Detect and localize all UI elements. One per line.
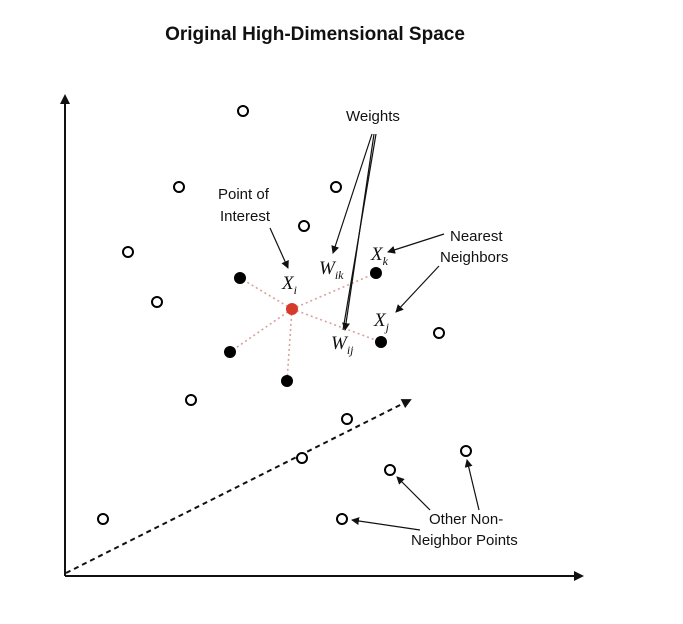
non-neighbor-point (341, 413, 353, 425)
non-neighbor-point (151, 296, 163, 308)
non-neighbor-point (185, 394, 197, 406)
point-of-interest-label-line1: Point of (218, 186, 270, 203)
other-points-label-line1: Other Non- (429, 511, 503, 528)
nearest-neighbors-label-line2: Neighbors (440, 249, 508, 266)
connector-to-xj (291, 308, 382, 343)
neighbor-point-xj (375, 336, 387, 348)
other-arrow-2 (464, 459, 480, 511)
nearest-neighbor-points (224, 267, 387, 387)
non-neighbor-point (173, 181, 185, 193)
non-neighbor-point (384, 464, 396, 476)
connector-to-neighbor-2 (229, 308, 293, 353)
neighbor-point (281, 375, 293, 387)
neighbor-connectors (229, 272, 382, 382)
non-neighbor-point (298, 220, 310, 232)
neighbor-point (234, 272, 246, 284)
wij-label: Wij (331, 333, 354, 357)
point-of-interest (286, 303, 298, 315)
connector-to-xk (291, 272, 377, 310)
connector-to-neighbor-1 (239, 277, 293, 310)
diagram-title: Original High-Dimensional Space (165, 24, 465, 45)
non-neighbor-point (296, 452, 308, 464)
non-neighbor-point (330, 181, 342, 193)
non-neighbor-point (122, 246, 134, 258)
point-of-interest-label-line2: Interest (220, 208, 271, 225)
xk-label: Xk (370, 244, 389, 268)
point-of-interest-arrow (269, 227, 289, 269)
other-points-label-line2: Neighbor Points (411, 532, 518, 549)
non-neighbor-point (433, 327, 445, 339)
wik-label: Wik (319, 258, 344, 282)
nearest-arrow-to-xj (395, 265, 440, 313)
non-neighbor-point (237, 105, 249, 117)
non-neighbor-point (336, 513, 348, 525)
non-neighbor-point (97, 513, 109, 525)
neighbor-point-xk (370, 267, 382, 279)
xj-label: Xj (373, 310, 390, 334)
weights-arrow-to-wik (331, 133, 373, 254)
neighbor-point (224, 346, 236, 358)
annotation-arrows (269, 133, 480, 531)
connector-to-neighbor-3 (286, 308, 293, 382)
non-neighbor-points (97, 105, 472, 525)
other-arrow-3 (351, 517, 421, 531)
non-neighbor-point (460, 445, 472, 457)
xi-label: Xi (281, 273, 297, 297)
other-arrow-1 (396, 476, 431, 511)
weights-arrow-to-wij-b (342, 133, 377, 331)
nearest-neighbors-label-line1: Nearest (450, 228, 503, 245)
weights-label: Weights (346, 108, 400, 125)
dashed-direction-arrow (65, 399, 412, 574)
nearest-arrow-to-xk (387, 233, 445, 254)
